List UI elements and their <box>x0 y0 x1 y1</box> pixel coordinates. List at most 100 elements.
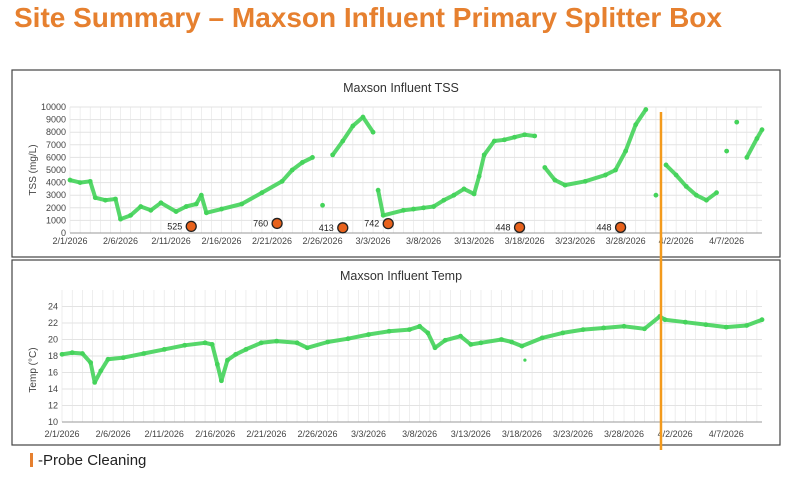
tss-data-point <box>310 155 315 160</box>
tss-data-point <box>683 183 689 189</box>
tss-data-point <box>158 200 164 206</box>
temp-data-point <box>468 342 474 347</box>
temp-data-point <box>703 322 709 328</box>
temp-data-point <box>417 323 423 329</box>
tss-x-tick-label: 2/16/2026 <box>202 236 242 246</box>
tss-data-point <box>663 162 669 168</box>
tss-x-tick-label: 3/23/2026 <box>555 236 595 246</box>
temp-data-point <box>519 343 525 349</box>
tss-data-point <box>138 204 144 209</box>
tss-data-point <box>350 123 356 129</box>
tss-data-point <box>340 138 346 144</box>
tss-data-point <box>471 191 477 197</box>
temp-x-tick-label: 2/11/2026 <box>145 429 184 439</box>
tss-x-tick-label: 2/6/2026 <box>103 236 138 246</box>
tss-data-point <box>603 172 608 178</box>
temp-y-tick-label: 10 <box>48 417 58 427</box>
temp-data-point <box>233 351 239 357</box>
sample-marker <box>271 217 283 230</box>
temp-data-point <box>478 340 484 346</box>
tss-x-tick-label: 2/1/2026 <box>52 236 87 246</box>
tss-y-tick-label: 5000 <box>46 165 66 175</box>
tss-x-tick-label: 2/26/2026 <box>303 236 343 246</box>
tss-data-point <box>289 167 295 173</box>
tss-data-point <box>102 197 108 203</box>
temp-data-point <box>161 347 167 352</box>
tss-data-point <box>118 216 123 222</box>
temp-y-tick-label: 16 <box>48 368 58 378</box>
temp-series-line <box>60 314 764 385</box>
tss-data-point <box>693 192 699 198</box>
tss-panel-border <box>11 69 781 258</box>
tss-x-tick-label: 2/11/2026 <box>151 236 190 246</box>
probe-cleaning-legend: -Probe Cleaning <box>30 452 146 469</box>
temp-data-point <box>723 324 729 330</box>
tss-data-point <box>113 196 118 202</box>
tss-y-axis-label: TSS (mg/L) <box>28 144 39 195</box>
tss-data-point <box>724 148 730 154</box>
tss-y-tick-label: 0 <box>61 228 66 238</box>
tss-data-point <box>481 152 487 158</box>
tss-data-point <box>759 127 765 133</box>
temp-x-tick-label: 3/3/2026 <box>351 429 386 439</box>
temp-data-point <box>432 345 438 351</box>
tss-data-point <box>203 210 209 216</box>
sample-marker <box>513 221 526 234</box>
temp-data-point <box>499 337 504 342</box>
temp-data-point <box>80 351 85 356</box>
tss-y-tick-label: 3000 <box>46 190 66 200</box>
temp-data-point <box>682 319 688 325</box>
temp-x-tick-label: 3/23/2026 <box>553 429 593 439</box>
tss-data-point <box>522 132 527 138</box>
temp-data-point <box>219 378 224 384</box>
tss-data-point <box>183 204 189 209</box>
temp-data-point <box>98 368 104 374</box>
temp-y-tick-label: 20 <box>48 335 58 345</box>
tss-y-tick-label: 6000 <box>46 152 66 162</box>
tss-data-point <box>239 201 245 207</box>
tss-data-point <box>77 180 83 186</box>
tss-data-point <box>542 165 548 170</box>
sample-marker <box>614 221 627 234</box>
temp-data-point <box>209 342 215 347</box>
tss-data-point <box>128 212 134 218</box>
temp-y-tick-label: 22 <box>48 318 58 328</box>
chart-canvas: Maxson Influent TSS TSS (mg/L) 0 1000 2000… <box>11 69 781 450</box>
tss-x-tick-label: 3/28/2026 <box>606 236 646 246</box>
temp-data-point <box>560 330 566 336</box>
tss-x-tick-label: 3/8/2026 <box>406 236 441 246</box>
temp-data-point <box>621 323 627 329</box>
tss-data-point <box>704 197 709 203</box>
temp-outlier-point <box>523 358 527 362</box>
temp-y-tick-label: 14 <box>48 384 58 394</box>
temp-data-point <box>325 339 331 345</box>
temp-y-tick-label: 24 <box>48 302 58 312</box>
temp-data-point <box>202 340 208 346</box>
sample-marker <box>382 218 394 230</box>
sample-value-label: 448 <box>496 222 511 232</box>
tss-data-point <box>501 137 507 143</box>
temp-data-point <box>345 336 351 342</box>
tss-data-point <box>582 178 588 184</box>
temp-data-point <box>366 332 371 337</box>
tss-x-tick-label: 4/7/2026 <box>709 236 744 246</box>
temp-data-point <box>258 340 264 346</box>
tss-data-point <box>744 155 750 160</box>
temp-data-point <box>407 327 412 332</box>
temp-data-point <box>59 351 65 357</box>
sample-value-label: 413 <box>319 223 334 233</box>
tss-data-point <box>451 192 457 198</box>
tss-chart-panel: Maxson Influent TSS TSS (mg/L) 0 1000 2000… <box>11 69 781 258</box>
tss-data-point <box>370 129 376 135</box>
tss-data-point <box>613 167 618 173</box>
tss-data-point <box>411 206 416 212</box>
temp-data-point <box>182 342 188 348</box>
temp-data-point <box>642 326 647 332</box>
temp-x-tick-label: 2/26/2026 <box>297 429 337 439</box>
tss-data-point <box>643 107 649 112</box>
temp-x-tick-label: 2/21/2026 <box>246 429 286 439</box>
tss-data-point <box>299 160 305 165</box>
temp-x-tick-label: 2/1/2026 <box>44 429 79 439</box>
tss-data-point <box>552 177 558 183</box>
tss-data-point <box>360 114 366 120</box>
